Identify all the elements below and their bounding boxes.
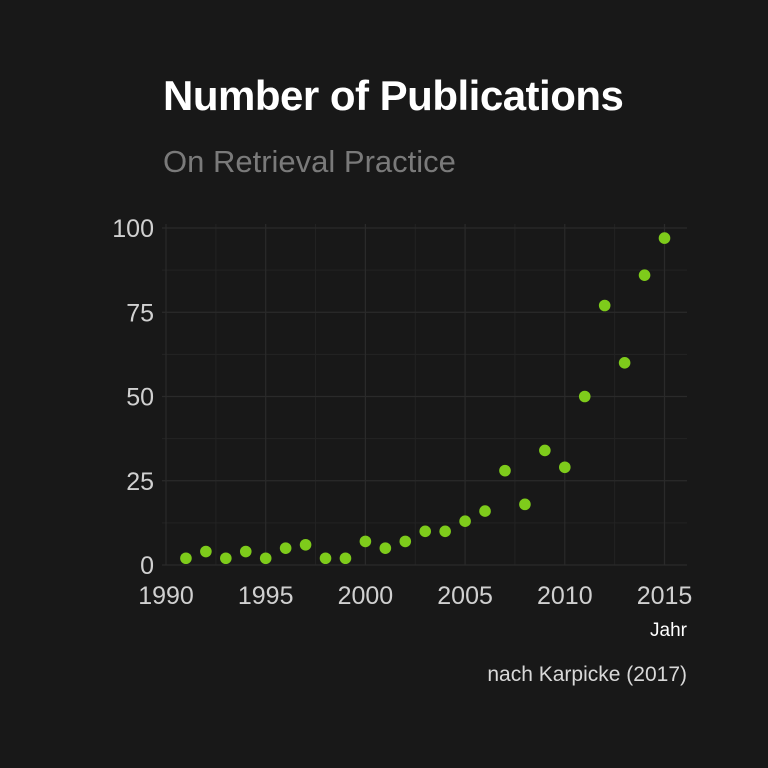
x-tick-label: 1995 — [238, 582, 294, 610]
data-point — [180, 552, 192, 565]
plot-grid — [162, 224, 687, 566]
data-point — [559, 461, 571, 474]
data-point — [220, 552, 232, 565]
data-point — [439, 525, 451, 538]
x-tick-label: 2000 — [338, 582, 394, 610]
data-point — [539, 444, 551, 457]
data-point — [359, 535, 372, 548]
data-point — [658, 232, 671, 244]
data-points — [180, 232, 671, 565]
y-tick-label: 100 — [112, 215, 154, 243]
data-point — [618, 357, 631, 369]
chart-subtitle: On Retrieval Practice — [163, 144, 456, 179]
x-axis-title: Jahr — [650, 620, 688, 641]
x-tick-label: 2010 — [537, 582, 593, 610]
y-tick-label: 25 — [126, 468, 154, 496]
data-point — [319, 552, 332, 565]
data-point — [499, 464, 511, 477]
data-point — [479, 505, 491, 517]
data-point — [519, 498, 531, 511]
x-tick-label: 2005 — [437, 582, 493, 610]
data-point — [578, 390, 591, 403]
data-point — [339, 552, 352, 565]
x-tick-label: 2015 — [637, 582, 693, 610]
chart-caption: nach Karpicke (2017) — [487, 663, 687, 686]
data-point — [598, 299, 611, 312]
x-tick-label: 1990 — [138, 582, 194, 610]
data-point — [399, 535, 412, 548]
data-point — [299, 538, 312, 551]
x-axis: 1990 1995 2000 2005 2010 2015 — [138, 582, 692, 610]
data-point — [459, 515, 471, 527]
data-point — [239, 545, 252, 558]
chart-title: Number of Publications — [163, 72, 624, 119]
data-point — [638, 269, 651, 281]
data-point — [379, 542, 392, 554]
data-point — [200, 545, 212, 558]
y-tick-label: 75 — [126, 299, 154, 327]
data-point — [259, 552, 272, 565]
y-axis: 0 25 50 75 100 — [112, 215, 154, 580]
y-tick-label: 50 — [126, 384, 154, 412]
data-point — [279, 542, 292, 554]
y-tick-label: 0 — [140, 552, 154, 580]
data-point — [419, 525, 432, 538]
